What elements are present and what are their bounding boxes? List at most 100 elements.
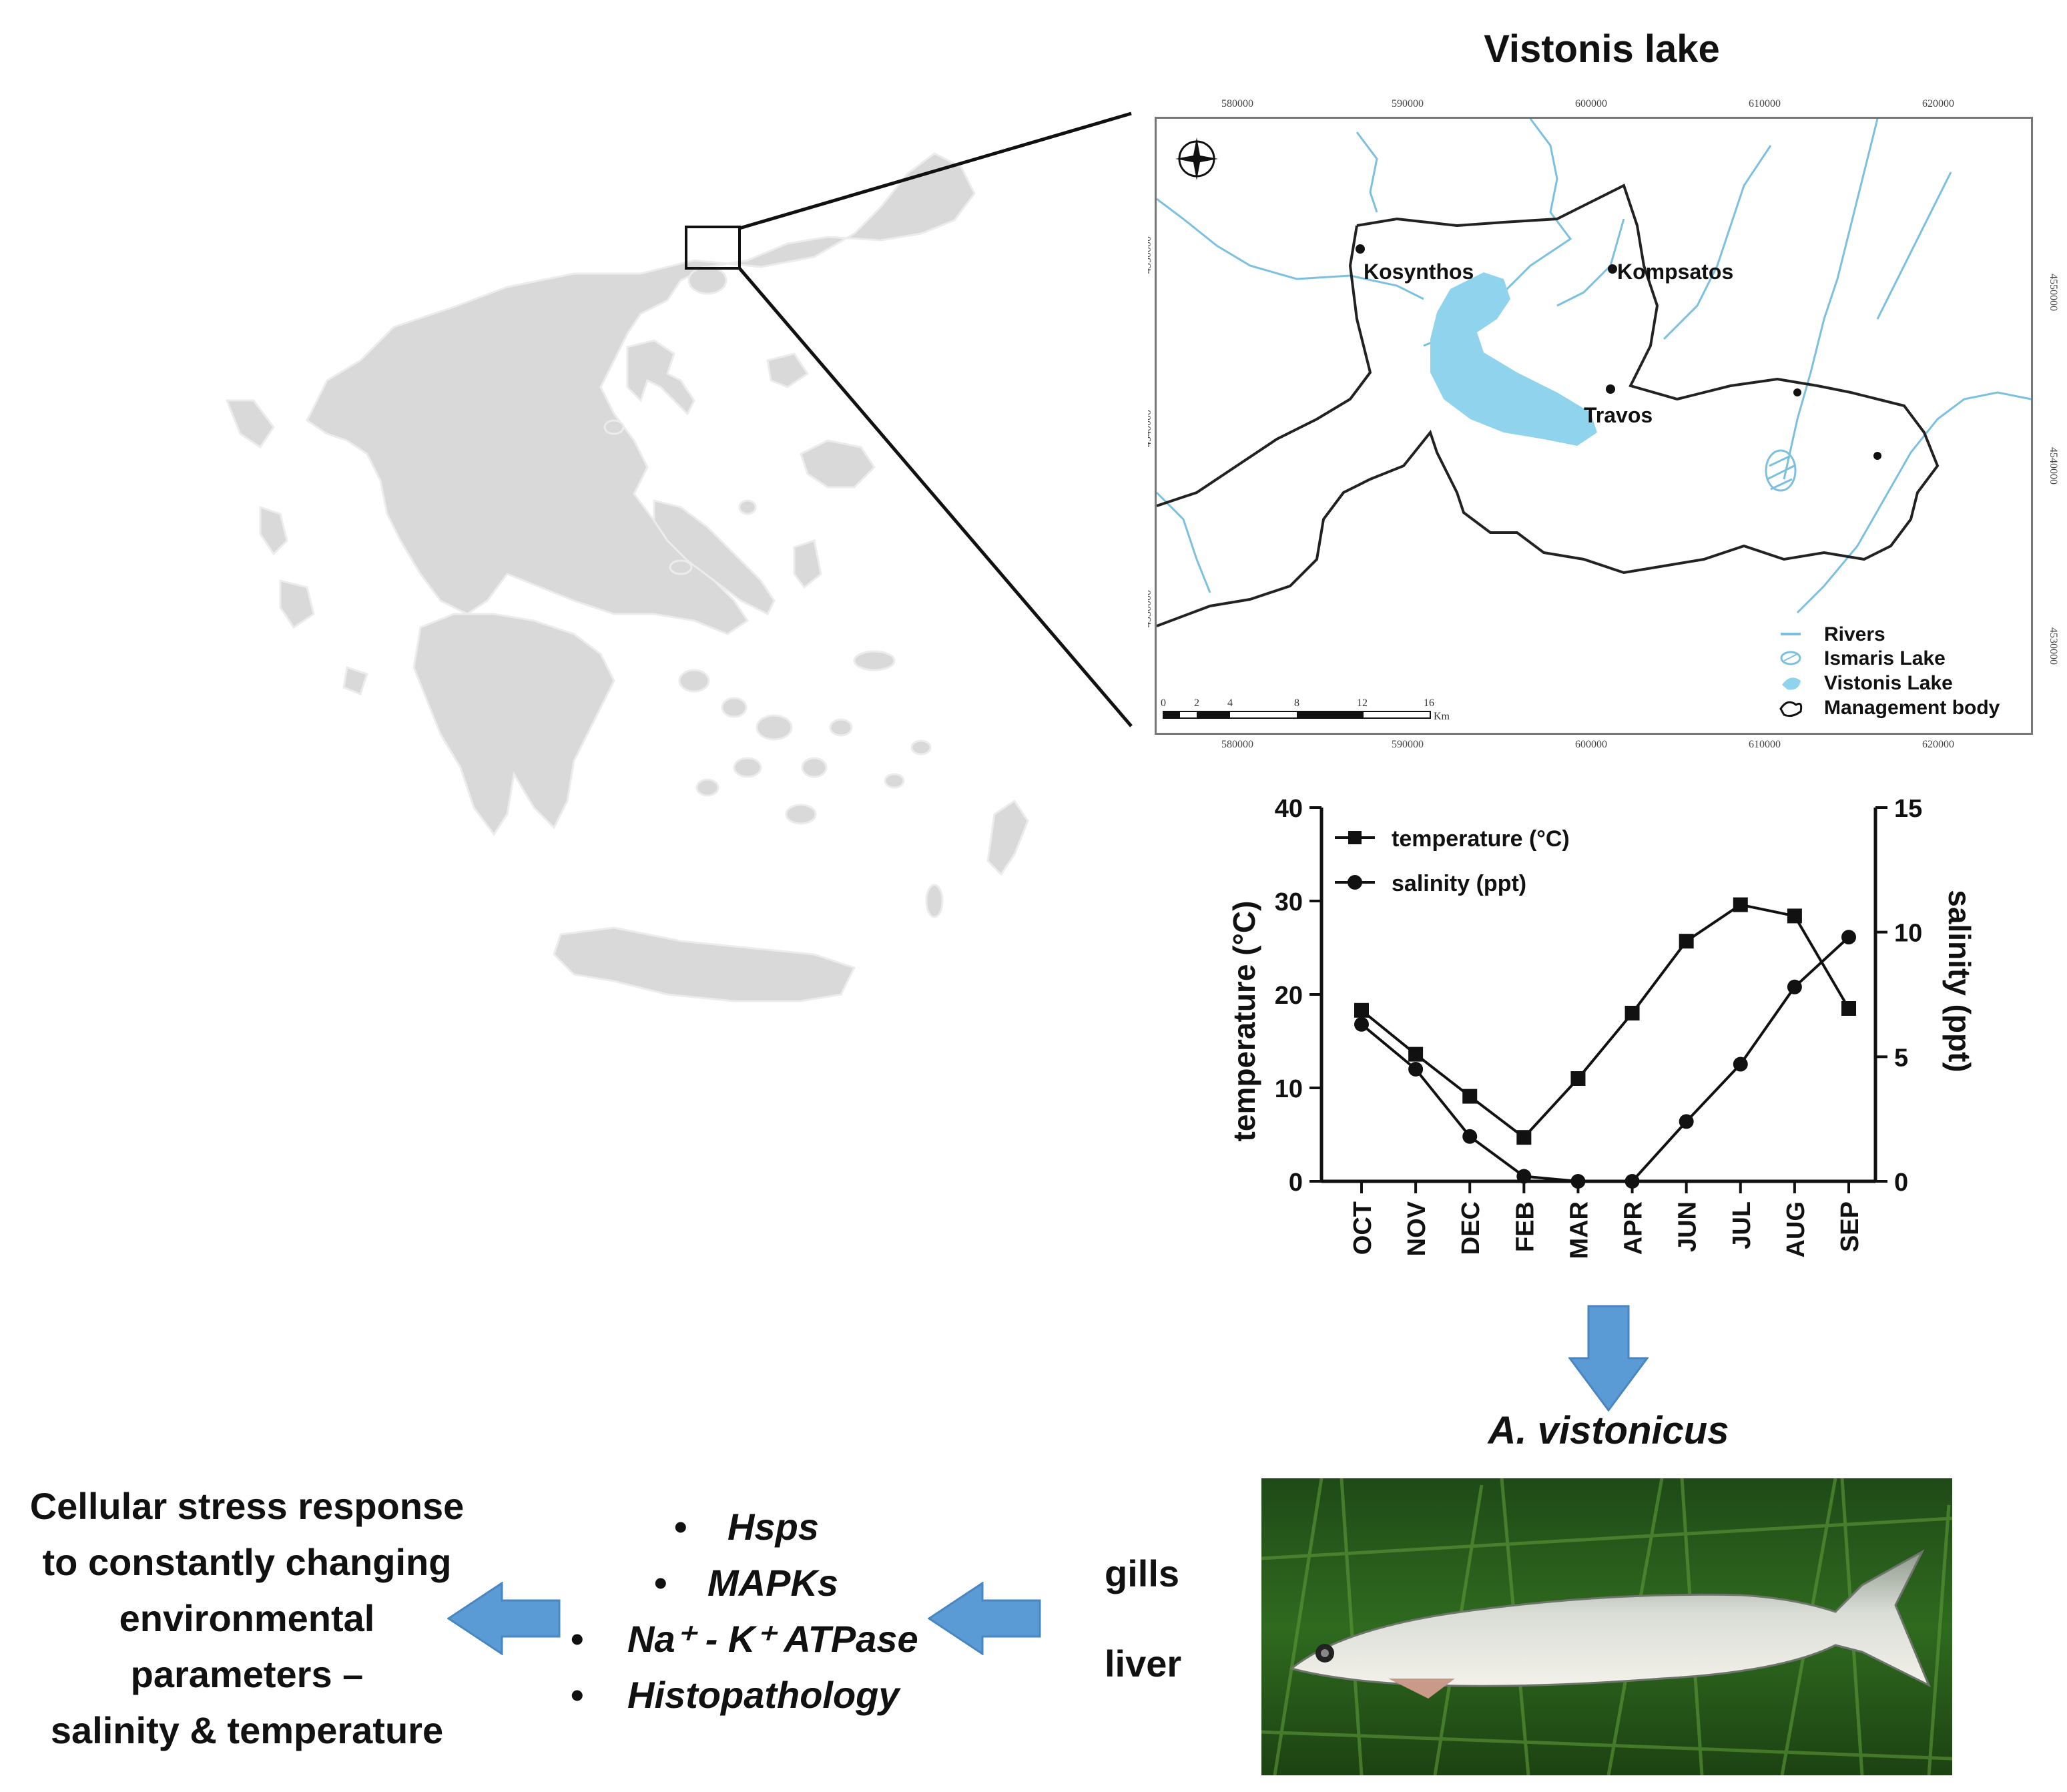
svg-text:620000: 620000	[1922, 98, 1954, 109]
svg-text:580000: 580000	[1221, 98, 1253, 109]
legend-circle-marker	[1348, 875, 1362, 890]
vistonis-lake	[1430, 272, 1597, 446]
tissue-liver: liver	[1105, 1642, 1182, 1685]
x-tick-label: SEP	[1836, 1201, 1864, 1252]
salinity-point	[1570, 1174, 1586, 1189]
temperature-point	[1679, 934, 1694, 949]
place-kompsatos: Kompsatos	[1617, 260, 1733, 284]
y-tick-label-right: 0	[1894, 1169, 1908, 1197]
y-tick-label-left: 10	[1275, 1075, 1303, 1103]
svg-text:Rivers: Rivers	[1824, 623, 1885, 645]
temperature-point	[1462, 1089, 1478, 1104]
list-item: • Histopathology	[571, 1674, 900, 1716]
svg-text:610000: 610000	[1749, 739, 1781, 750]
x-tick-label: OCT	[1349, 1201, 1377, 1255]
tissue-gills: gills	[1105, 1552, 1180, 1594]
salinity-point	[1408, 1062, 1424, 1077]
svg-text:4: 4	[1227, 697, 1233, 709]
fish-photo	[1261, 1478, 1952, 1775]
x-tick-label: APR	[1620, 1201, 1648, 1255]
analysis-hsps: Hsps	[727, 1506, 819, 1548]
svg-text:4550000: 4550000	[1148, 236, 1153, 274]
temperature-point	[1787, 908, 1802, 924]
svg-text:Ismaris Lake: Ismaris Lake	[1824, 647, 1946, 669]
greece-map	[225, 152, 1029, 1002]
salinity-point	[1354, 1016, 1369, 1032]
map-coordinate-ticks: 580000 590000 600000 610000 620000 58000…	[1148, 98, 2059, 750]
list-item: • MAPKs	[654, 1562, 839, 1604]
left-arrow-icon	[928, 1582, 1041, 1655]
salinity-point	[1462, 1129, 1478, 1144]
svg-text:4550000: 4550000	[2048, 274, 2059, 311]
salinity-point	[1841, 930, 1856, 945]
svg-text:Vistonis Lake: Vistonis Lake	[1824, 672, 1953, 694]
svg-text:620000: 620000	[1922, 739, 1954, 750]
legend-salinity: salinity (ppt)	[1392, 871, 1526, 896]
analyses-list: • Hsps • MAPKs • Na⁺ - K⁺ ATPase • Histo…	[561, 1505, 974, 1729]
x-tick-label: FEB	[1511, 1201, 1539, 1252]
chart-axes: 0 10 20 30 40 0 5 10 15 OCT NOV DEC FEB MAR APR JUN JUL A…	[1275, 795, 1923, 1259]
grass-blades	[1261, 1478, 1952, 1775]
list-item: • Hsps	[674, 1506, 819, 1548]
salinity-point	[1733, 1057, 1748, 1072]
temperature-point	[1570, 1071, 1586, 1086]
analysis-histopathology: Histopathology	[627, 1674, 900, 1716]
vistonis-highlight-box	[685, 226, 741, 270]
svg-text:4540000: 4540000	[1148, 410, 1153, 447]
left-arrow-icon	[447, 1582, 561, 1655]
y-tick-label-left: 30	[1275, 888, 1303, 916]
svg-text:0: 0	[1161, 697, 1166, 709]
svg-text:Km: Km	[1434, 711, 1450, 722]
compass-icon	[1175, 137, 1218, 180]
place-travos: Travos	[1584, 403, 1653, 427]
temperature-salinity-chart: 0 10 20 30 40 0 5 10 15 OCT NOV DEC FEB MAR APR JUN JUL A…	[1227, 795, 1977, 1259]
y-tick-label-left: 40	[1275, 795, 1303, 823]
legend-square-marker	[1348, 831, 1362, 844]
list-item: • Na⁺ - K⁺ ATPase	[571, 1618, 918, 1660]
chart-series	[1354, 897, 1856, 1189]
svg-text:2: 2	[1194, 697, 1199, 709]
conclusion-text: Cellular stress response to constantly c…	[7, 1478, 487, 1759]
analysis-mapks: MAPKs	[707, 1562, 839, 1604]
svg-text:580000: 580000	[1221, 739, 1253, 750]
temperature-point	[1354, 1002, 1369, 1018]
fish	[1289, 1549, 1931, 1699]
x-tick-label: JUN	[1674, 1201, 1702, 1252]
conclusion-line: to constantly changing	[42, 1541, 452, 1583]
x-tick-label: AUG	[1782, 1201, 1810, 1257]
salinity-point	[1787, 979, 1802, 994]
management-body-boundary	[1156, 184, 1940, 627]
x-tick-label: JUL	[1728, 1201, 1756, 1249]
temperature-point	[1516, 1130, 1532, 1145]
y-tick-label-right: 10	[1894, 920, 1922, 948]
y-axis-label-right: salinity (ppt)	[1942, 890, 1977, 1072]
y-tick-label-right: 5	[1894, 1044, 1908, 1072]
svg-text:4530000: 4530000	[1148, 590, 1153, 627]
species-name: A. vistonicus	[1488, 1409, 1729, 1452]
svg-text:4530000: 4530000	[2048, 627, 2059, 665]
map-title: Vistonis lake	[1484, 27, 1720, 71]
scale-bar: 0 2 4 8 12 16 Km	[1161, 697, 1450, 722]
analysis-na-k-atpase: Na⁺ - K⁺ ATPase	[627, 1618, 918, 1660]
greece-landmass	[225, 152, 1029, 1002]
ismaris-lake	[1765, 449, 1797, 492]
svg-text:600000: 600000	[1575, 739, 1607, 750]
temperature-point	[1408, 1047, 1424, 1062]
conclusion-line: environmental	[119, 1597, 375, 1639]
y-axis-label-left: temperature (°C)	[1227, 901, 1261, 1142]
conclusion-line: salinity & temperature	[50, 1709, 444, 1751]
series-line-salinity	[1360, 936, 1850, 1183]
place-kosynthos: Kosynthos	[1364, 260, 1474, 284]
svg-text:12: 12	[1357, 697, 1368, 709]
x-tick-label: NOV	[1403, 1201, 1431, 1256]
temperature-point	[1733, 897, 1748, 912]
svg-text:600000: 600000	[1575, 98, 1607, 109]
salinity-point	[1516, 1169, 1532, 1184]
svg-text:590000: 590000	[1392, 739, 1424, 750]
y-tick-label-left: 20	[1275, 982, 1303, 1010]
salinity-point	[1679, 1114, 1694, 1129]
series-line-temperature	[1360, 903, 1850, 1139]
svg-text:16: 16	[1424, 697, 1434, 709]
salinity-point	[1625, 1174, 1640, 1189]
